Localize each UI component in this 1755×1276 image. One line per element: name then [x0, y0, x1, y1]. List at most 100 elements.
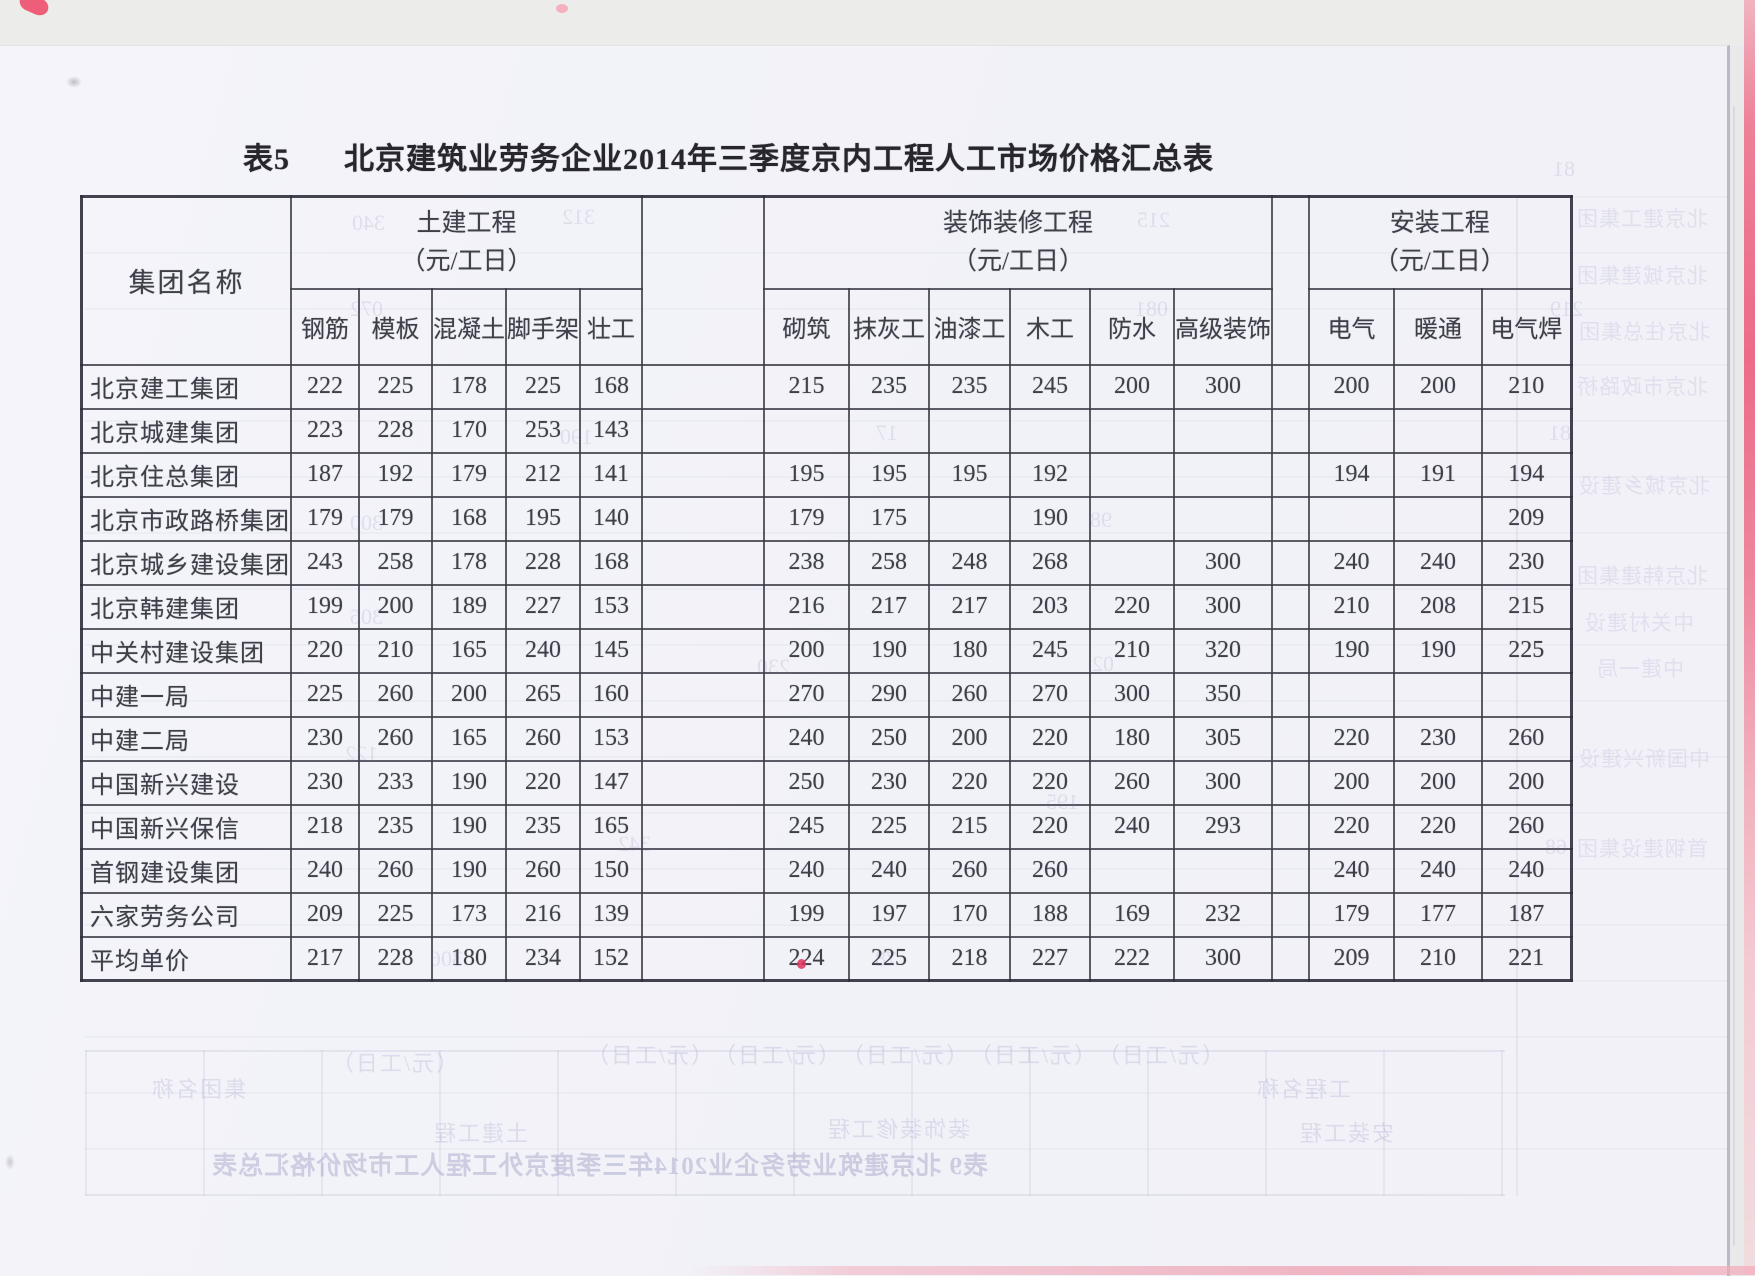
price-cell: 240: [290, 847, 360, 894]
price-cell: [1009, 407, 1091, 454]
price-cell: 225: [1481, 627, 1572, 674]
price-cell: 230: [848, 759, 930, 806]
price-cell: 228: [505, 539, 581, 586]
price-cell: 190: [848, 627, 930, 674]
price-cell: 240: [848, 847, 930, 894]
group-name-cell: 首钢建设集团: [80, 847, 292, 894]
price-cell: 243: [290, 539, 360, 586]
table-row: 六家劳务公司 209 225 173 216 139 199 197 170 188 169 232 1…: [80, 891, 1572, 938]
group-name-cell: 北京韩建集团: [80, 583, 292, 630]
price-cell: [1173, 451, 1273, 498]
price-cell: [1089, 847, 1175, 894]
price-cell: 223: [290, 407, 360, 454]
price-cell: 187: [290, 451, 360, 498]
price-cell: 179: [358, 495, 433, 542]
price-cell: 230: [1481, 539, 1572, 586]
price-cell: 235: [928, 363, 1011, 410]
price-cell: [848, 407, 930, 454]
price-cell: 189: [431, 583, 507, 630]
spacer-cell: [1271, 803, 1310, 850]
price-cell: 195: [763, 451, 850, 498]
price-cell: 300: [1173, 583, 1273, 630]
price-cell: 152: [579, 935, 643, 982]
price-cell: 220: [1308, 715, 1395, 762]
price-cell: 200: [1308, 363, 1395, 410]
spacer-cell: [641, 495, 765, 542]
price-cell: 217: [848, 583, 930, 630]
price-cell: 240: [1089, 803, 1175, 850]
table-row: 北京住总集团 187 192 179 212 141 195 195 195 192 194 191 1…: [80, 451, 1572, 498]
price-cell: 235: [505, 803, 581, 850]
price-cell: 215: [763, 363, 850, 410]
price-cell: [1173, 407, 1273, 454]
price-cell: 200: [763, 627, 850, 674]
spacer-cell: [1271, 539, 1310, 586]
price-cell: 260: [505, 847, 581, 894]
group-name-cell: 六家劳务公司: [80, 891, 292, 938]
spacer-cell: [641, 715, 765, 762]
price-cell: 139: [579, 891, 643, 938]
group-name-cell: 北京市政路桥集团: [80, 495, 292, 542]
price-cell: 160: [579, 671, 643, 718]
spacer-cell: [641, 407, 765, 454]
price-cell: 221: [1481, 935, 1572, 982]
price-cell: 203: [1009, 583, 1091, 630]
price-cell: 215: [1481, 583, 1572, 630]
price-cell: 245: [1009, 363, 1091, 410]
price-cell: 210: [358, 627, 433, 674]
price-cell: 150: [579, 847, 643, 894]
column-header: 电气: [1308, 287, 1395, 366]
price-cell: 225: [358, 891, 433, 938]
price-cell: 188: [1009, 891, 1091, 938]
price-cell: 228: [358, 935, 433, 982]
group-name-cell: 中关村建设集团: [80, 627, 292, 674]
title-text: 北京建筑业劳务企业2014年三季度京内工程人工市场价格汇总表: [344, 143, 1214, 176]
price-cell: 225: [505, 363, 581, 410]
price-cell: 210: [1481, 363, 1572, 410]
price-cell: 300: [1173, 363, 1273, 410]
price-cell: 258: [358, 539, 433, 586]
spacer-cell: [1271, 627, 1310, 674]
price-cell: 248: [928, 539, 1011, 586]
price-cell: 200: [928, 715, 1011, 762]
price-cell: 233: [358, 759, 433, 806]
spacer-cell: [641, 935, 765, 982]
price-cell: 230: [290, 715, 360, 762]
price-cell: 260: [1481, 715, 1572, 762]
price-cell: 179: [1308, 891, 1395, 938]
price-cell: 232: [1173, 891, 1273, 938]
group-name-cell: 北京城建集团: [80, 407, 292, 454]
group-name-cell: 中建二局: [80, 715, 292, 762]
price-cell: 210: [1308, 583, 1395, 630]
price-cell: 300: [1173, 935, 1273, 982]
price-cell: 168: [431, 495, 507, 542]
price-cell: 195: [848, 451, 930, 498]
price-cell: 212: [505, 451, 581, 498]
price-cell: 153: [579, 583, 643, 630]
price-cell: 240: [1308, 539, 1395, 586]
price-cell: 216: [763, 583, 850, 630]
price-cell: 260: [928, 671, 1011, 718]
table-row: 北京城建集团 223 228 170 253 143: [80, 407, 1572, 454]
price-cell: [1393, 671, 1483, 718]
price-cell: 250: [848, 715, 930, 762]
price-cell: 220: [1089, 583, 1175, 630]
price-cell: [1173, 847, 1273, 894]
price-cell: 220: [1308, 803, 1395, 850]
price-cell: [1481, 671, 1572, 718]
spacer-cell: [641, 583, 765, 630]
price-cell: 230: [1393, 715, 1483, 762]
price-cell: 175: [848, 495, 930, 542]
table-row: 北京城乡建设集团 243 258 178 228 168 238 258 248 268 300 24…: [80, 539, 1572, 586]
price-cell: 208: [1393, 583, 1483, 630]
group-name-cell: 平均单价: [80, 935, 292, 982]
price-cell: 220: [1009, 715, 1091, 762]
price-cell: 180: [1089, 715, 1175, 762]
price-cell: 190: [431, 847, 507, 894]
price-cell: 200: [1089, 363, 1175, 410]
section-header-decoration: 装饰装修工程 （元/工日）: [763, 195, 1273, 290]
scan-pink-dot: [556, 4, 568, 13]
price-cell: 260: [928, 847, 1011, 894]
price-cell: 260: [505, 715, 581, 762]
price-cell: 179: [763, 495, 850, 542]
